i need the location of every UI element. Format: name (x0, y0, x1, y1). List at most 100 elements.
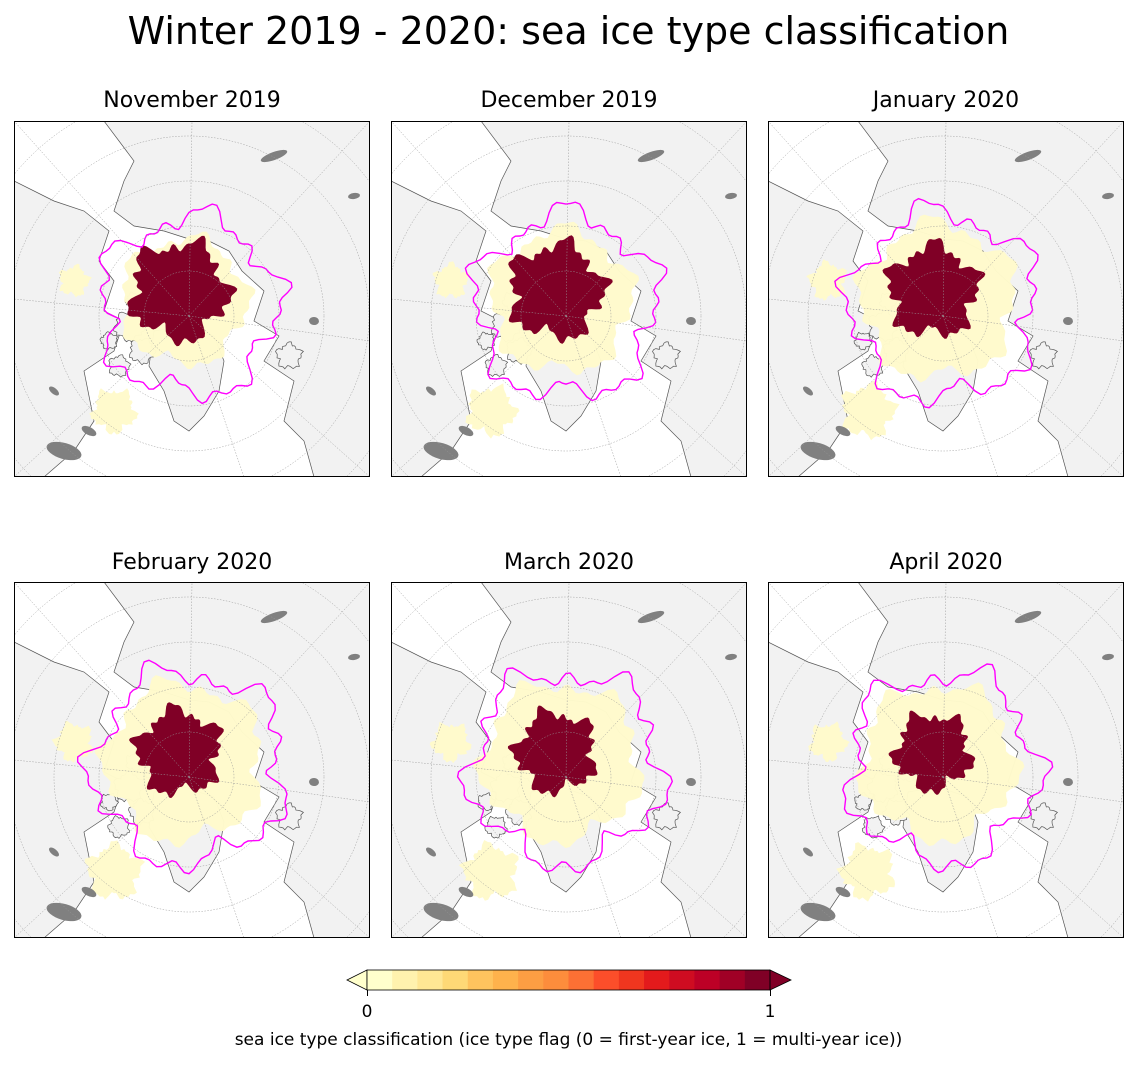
main-title: Winter 2019 - 2020: sea ice type classif… (127, 9, 1010, 53)
graticule-meridian (942, 315, 999, 477)
lake (423, 441, 459, 461)
graticule-meridian (768, 776, 944, 938)
graticule-meridian (565, 776, 747, 938)
colorbar-swatch (467, 970, 494, 990)
graticule-circle (807, 641, 1079, 913)
panel-title-1: November 2019 (103, 88, 281, 113)
graticule-meridian (565, 121, 570, 317)
lake (1063, 777, 1073, 787)
graticule-meridian (391, 776, 567, 938)
map-svg (391, 582, 747, 938)
first-year-ice-baffin (458, 840, 519, 901)
multi-year-ice (508, 235, 613, 344)
first-year-ice-baffin (89, 388, 139, 435)
lake (1102, 653, 1114, 661)
lake (1014, 149, 1042, 163)
graticule-meridian (188, 121, 370, 317)
graticule-meridian (942, 121, 1124, 317)
colorbar-swatch (367, 970, 393, 990)
graticule-meridian (188, 776, 370, 803)
land-svalbard (275, 802, 304, 831)
map-frame (768, 582, 1124, 938)
map-svg (14, 121, 370, 477)
graticule-meridian (942, 776, 999, 938)
first-year-ice-beaufort (51, 720, 94, 763)
graticule-meridian (188, 582, 193, 778)
colorbar-swatch (518, 970, 544, 990)
graticule-meridian (188, 315, 245, 477)
colorbar-tick-min (367, 990, 368, 996)
graticule-circle (475, 225, 657, 407)
map-panel-4 (14, 582, 370, 938)
graticule-meridian (565, 315, 622, 477)
lake (686, 777, 696, 787)
graticule-meridian (14, 298, 190, 317)
graticule-meridian (942, 776, 1124, 803)
lake (348, 653, 360, 661)
ice-edge (98, 203, 293, 405)
graticule-meridian (768, 298, 944, 317)
graticule-meridian (565, 776, 747, 803)
map-frame (768, 121, 1124, 477)
graticule-meridian (14, 776, 190, 938)
multi-year-ice (882, 238, 986, 339)
panel-title-4: February 2020 (111, 550, 273, 575)
lake (458, 425, 474, 437)
map-svg (768, 121, 1124, 477)
graticule-circle (897, 270, 989, 362)
colorbar-label: sea ice type classification (ice type fl… (234, 1030, 903, 1050)
first-year-ice-baffin (836, 842, 895, 902)
land-eurasia (480, 582, 747, 938)
colorbar-swatch (694, 970, 721, 990)
colorbar-swatch (392, 970, 418, 990)
lake (260, 149, 288, 163)
graticule-circle (475, 686, 657, 868)
panel-title-5: March 2020 (503, 550, 635, 575)
panel-title-3: January 2020 (872, 88, 1020, 113)
lake (46, 902, 82, 922)
land-svalbard (1029, 341, 1058, 370)
colorbar-swatch (593, 970, 620, 990)
colorbar-swatch (669, 970, 695, 990)
map-frame (14, 121, 370, 477)
lake (348, 192, 360, 200)
multi-year-ice (507, 705, 598, 798)
ice-edge (842, 663, 1054, 874)
map-panel-1 (14, 121, 370, 477)
graticule-meridian (565, 582, 570, 778)
colorbar-max-label: 1 (764, 1002, 776, 1022)
graticule-meridian (391, 298, 567, 317)
graticule-meridian (188, 776, 245, 938)
lake (725, 653, 737, 661)
graticule-meridian (942, 582, 947, 778)
lake (309, 316, 319, 326)
graticule-circle (520, 731, 612, 823)
map-panel-5 (391, 582, 747, 938)
map-svg (768, 582, 1124, 938)
map-panel-2 (391, 121, 747, 477)
map-panel-3 (768, 121, 1124, 477)
graticule-meridian (942, 582, 1124, 778)
land-eurasia (480, 121, 747, 477)
first-year-ice-baffin (465, 383, 520, 439)
graticule-meridian (942, 121, 947, 317)
lake (423, 902, 459, 922)
colorbar-swatch (618, 970, 645, 990)
colorbar-swatch (543, 970, 569, 990)
colorbar-swatch (417, 970, 444, 990)
colorbar-swatch (442, 970, 469, 990)
graticule-circle (53, 641, 325, 913)
lake (49, 386, 59, 396)
land-svalbard (1029, 802, 1058, 831)
lake (725, 192, 737, 200)
map-frame (391, 582, 747, 938)
ice-edge (456, 667, 674, 874)
graticule-meridian (768, 315, 944, 477)
graticule-circle (98, 686, 280, 868)
colorbar-min-label: 0 (361, 1002, 373, 1022)
colorbar-swatch (644, 970, 670, 990)
ice-edge (834, 197, 1039, 409)
first-year-ice-beaufort (808, 721, 850, 762)
colorbar (345, 968, 793, 992)
first-year-ice-beaufort (58, 263, 92, 298)
